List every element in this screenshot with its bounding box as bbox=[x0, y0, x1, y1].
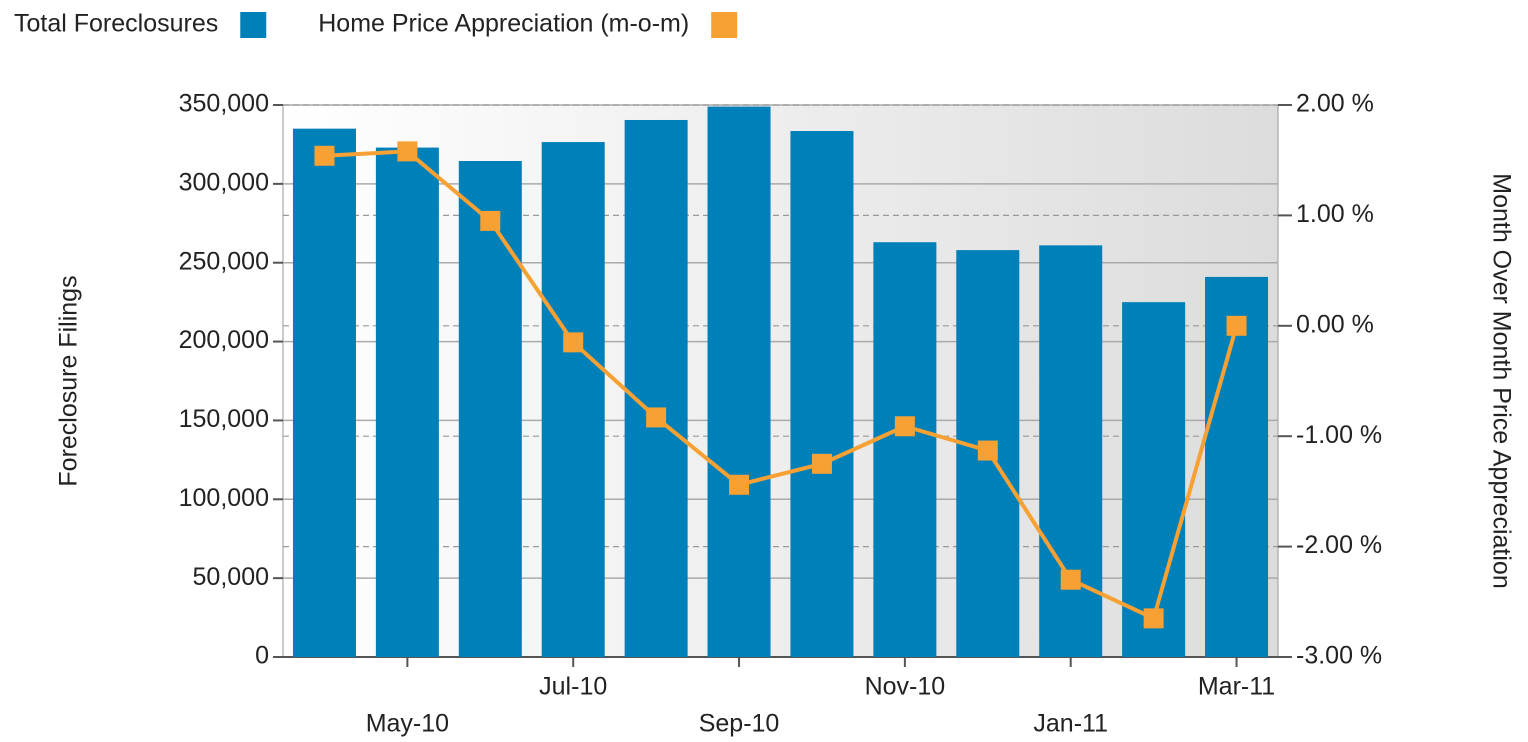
x-tick-label: Jan-11 bbox=[1033, 710, 1108, 738]
bar bbox=[292, 128, 356, 657]
y-tick-label: 0 bbox=[255, 642, 269, 670]
legend-label: Home Price Appreciation (m-o-m) bbox=[318, 10, 689, 38]
line bbox=[324, 149, 1239, 622]
line-marker bbox=[563, 332, 584, 353]
bar bbox=[1039, 245, 1103, 657]
line-marker bbox=[314, 145, 335, 166]
line-marker bbox=[1226, 315, 1247, 336]
y2-tick-label: 0.00 % bbox=[1296, 310, 1374, 338]
x-tick-label: May-10 bbox=[366, 710, 449, 738]
y-tick-label: 50,000 bbox=[193, 563, 269, 591]
bar bbox=[624, 119, 688, 658]
y-tick-label: 150,000 bbox=[179, 405, 269, 433]
y-tick-label: 100,000 bbox=[179, 484, 269, 512]
bar bbox=[1205, 276, 1269, 657]
y2-tick-label: -1.00 % bbox=[1296, 421, 1382, 449]
bar bbox=[541, 142, 605, 657]
y-tick-label: 300,000 bbox=[179, 168, 269, 196]
bar bbox=[707, 106, 771, 657]
y-tick-label: 200,000 bbox=[179, 326, 269, 354]
bar bbox=[790, 131, 854, 658]
bar bbox=[458, 160, 522, 657]
y-axis-label: Foreclosure Filings bbox=[55, 275, 83, 486]
x-tick-label: Jul-10 bbox=[539, 673, 607, 701]
line-marker bbox=[1143, 608, 1164, 629]
line-marker bbox=[646, 407, 667, 428]
line-marker bbox=[811, 453, 832, 474]
line-marker bbox=[894, 416, 915, 437]
y2-tick-label: -2.00 % bbox=[1296, 531, 1382, 559]
line-marker bbox=[480, 210, 501, 231]
y2-tick-label: 1.00 % bbox=[1296, 200, 1374, 228]
x-tick-label: Mar-11 bbox=[1198, 673, 1275, 701]
legend-label: Total Foreclosures bbox=[14, 10, 218, 38]
legend-swatch bbox=[240, 12, 267, 38]
y2-tick-label: 2.00 % bbox=[1296, 90, 1374, 118]
line-marker bbox=[977, 440, 998, 461]
y2-tick-label: -3.00 % bbox=[1296, 642, 1382, 670]
x-tick-label: Nov-10 bbox=[865, 673, 946, 701]
bar bbox=[1122, 302, 1186, 657]
bar bbox=[873, 242, 937, 657]
y-tick-label: 250,000 bbox=[179, 247, 269, 275]
y-tick-label: 350,000 bbox=[179, 90, 269, 118]
plot-area bbox=[282, 104, 1279, 658]
line-marker bbox=[1060, 569, 1081, 590]
line-marker bbox=[729, 474, 750, 495]
legend-swatch bbox=[711, 12, 738, 38]
x-tick-label: Sep-10 bbox=[699, 710, 780, 738]
line-marker bbox=[397, 141, 418, 162]
bar bbox=[375, 147, 439, 657]
y2-axis-label: Month Over Month Price Appreciation bbox=[1487, 173, 1515, 588]
